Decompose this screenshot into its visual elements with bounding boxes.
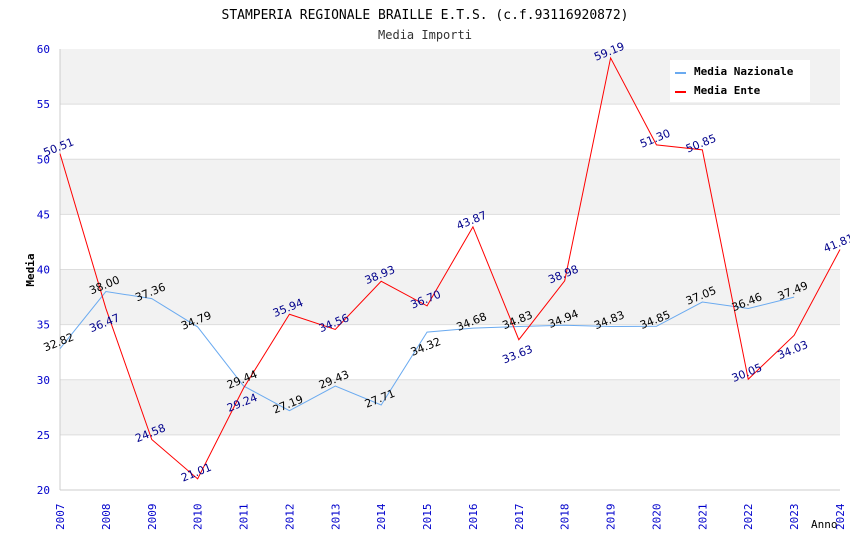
x-tick-label: 2018 xyxy=(559,504,572,531)
grid-band xyxy=(60,434,840,490)
x-axis-label: Anno xyxy=(811,518,838,531)
grid-band xyxy=(60,104,840,160)
x-tick-label: 2014 xyxy=(375,503,388,530)
y-tick-label: 35 xyxy=(37,319,50,332)
legend-label-nazionale: Media Nazionale xyxy=(694,65,794,78)
y-tick-label: 45 xyxy=(37,208,50,221)
x-tick-label: 2019 xyxy=(605,504,618,531)
chart-title: STAMPERIA REGIONALE BRAILLE E.T.S. (c.f.… xyxy=(222,8,629,23)
y-axis-label: Media xyxy=(24,253,37,286)
x-tick-label: 2023 xyxy=(788,504,801,531)
x-tick-label: 2020 xyxy=(650,504,663,531)
x-tick-label: 2008 xyxy=(100,504,113,531)
x-tick-label: 2015 xyxy=(421,504,434,531)
x-tick-label: 2007 xyxy=(54,504,67,531)
y-tick-label: 20 xyxy=(37,484,50,497)
legend: Media Nazionale Media Ente xyxy=(670,60,810,102)
y-tick-label: 60 xyxy=(37,43,50,56)
chart-subtitle: Media Importi xyxy=(378,28,472,42)
legend-label-ente: Media Ente xyxy=(694,84,761,97)
grid-band xyxy=(60,159,840,215)
y-tick-label: 40 xyxy=(37,264,50,277)
y-tick-label: 50 xyxy=(37,153,50,166)
grid-band xyxy=(60,269,840,325)
x-tick-label: 2013 xyxy=(329,504,342,531)
x-tick-label: 2024 xyxy=(834,503,847,530)
x-tick-label: 2010 xyxy=(192,504,205,531)
y-tick-label: 25 xyxy=(37,429,50,442)
y-tick-label: 30 xyxy=(37,374,50,387)
x-tick-label: 2021 xyxy=(696,504,709,531)
grid-band xyxy=(60,379,840,435)
x-tick-label: 2017 xyxy=(513,504,526,531)
x-tick-label: 2016 xyxy=(467,504,480,531)
x-tick-label: 2022 xyxy=(742,504,755,531)
x-tick-label: 2011 xyxy=(238,504,251,531)
x-tick-label: 2009 xyxy=(146,504,159,531)
series-line-nazionale xyxy=(59,291,795,412)
x-tick-label: 2012 xyxy=(283,504,296,531)
grid-band xyxy=(60,324,840,380)
grid-band xyxy=(60,214,840,270)
y-tick-label: 55 xyxy=(37,98,50,111)
series-line-ente xyxy=(59,56,841,480)
